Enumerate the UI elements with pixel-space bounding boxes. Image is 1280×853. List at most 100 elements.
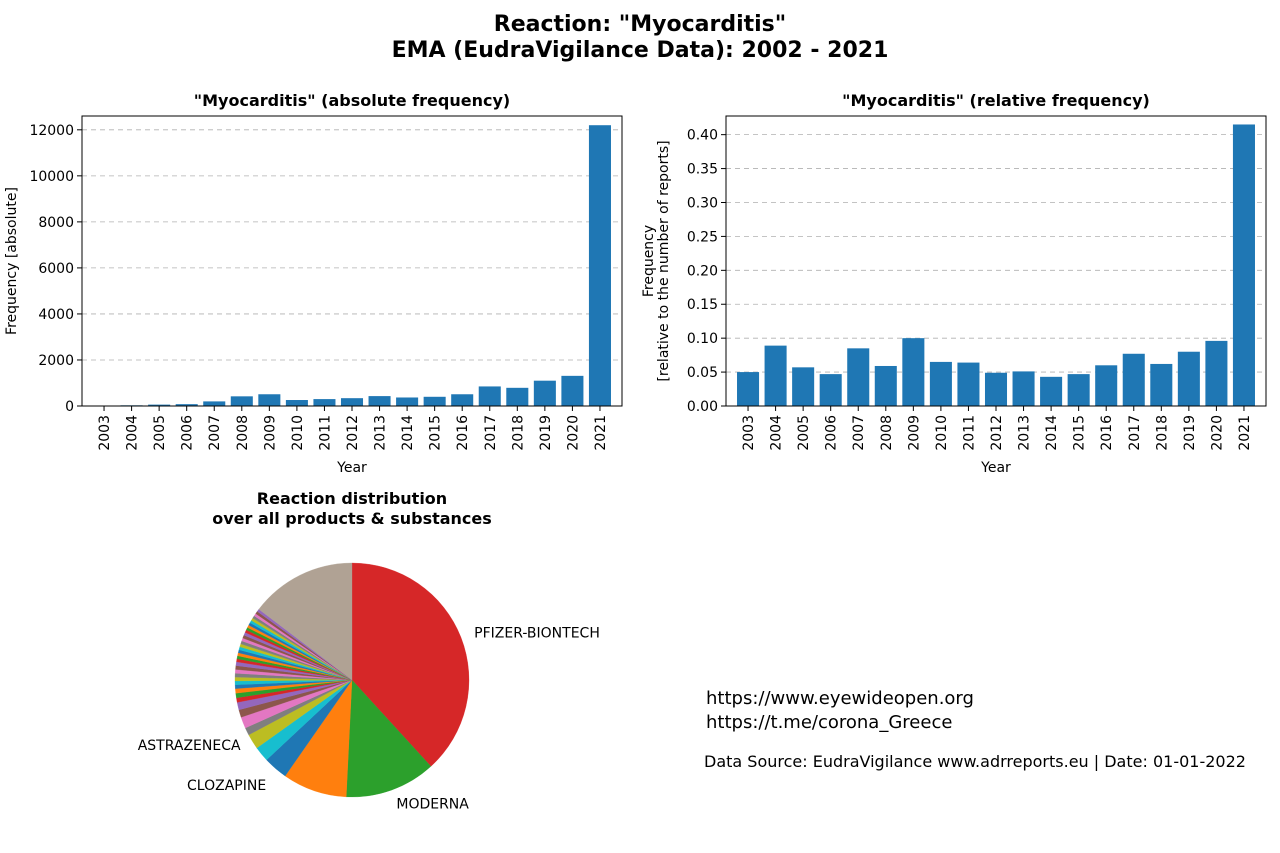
bar-2007 [203,401,226,406]
y-tick-label: 0.30 [687,195,718,211]
x-tick-label: 2021 [1237,415,1253,451]
bar-2020 [1205,340,1228,406]
pie-title-line: Reaction distribution [257,489,447,508]
bar-2020 [561,375,584,406]
bar-2013 [1012,371,1035,406]
bar-2021 [1232,124,1255,407]
pie-slice [258,562,353,681]
y-axis-label-line: Frequency [641,225,657,297]
x-axis-label: Year [336,460,367,476]
y-tick-label: 0.15 [687,297,718,313]
x-tick-label: 2004 [769,415,785,451]
x-tick-label: 2010 [290,415,306,451]
bar-2016 [451,394,474,406]
chart-title: "Myocarditis" (absolute frequency) [194,91,510,110]
y-tick-label: 0.10 [687,331,718,347]
x-axis-label: Year [980,460,1011,476]
y-tick-label: 0.05 [687,365,718,381]
x-tick-label: 2007 [207,415,223,451]
footer-link-telegram[interactable]: https://t.me/corona_Greece [706,712,953,733]
x-tick-label: 2005 [152,415,168,451]
y-tick-label: 0.25 [687,229,718,245]
bar-2012 [340,398,364,406]
bar-2008 [874,365,897,406]
bar-2018 [506,387,529,406]
x-tick-label: 2008 [879,415,895,451]
y-tick-label: 8000 [38,215,74,231]
x-tick-label: 2014 [400,415,416,451]
pie-label: ASTRAZENECA [138,738,241,754]
y-tick-label: 4000 [38,307,74,323]
pie-label: MODERNA [396,796,469,812]
x-tick-label: 2019 [1182,415,1198,451]
bar-2021 [588,125,611,406]
x-tick-label: 2006 [180,415,196,451]
bar-2011 [313,399,336,406]
bar-2007 [847,348,870,406]
y-tick-label: 2000 [38,353,74,369]
bar-2012 [984,372,1008,406]
bar-2018 [1150,363,1173,406]
absolute-frequency-chart: 0 2000 4000 6000 8000 10000 12000 2003 2004 2005 2… [4,91,623,476]
x-tick-label: 2004 [125,415,141,451]
y-axis-label: Frequency [absolute] [4,187,20,335]
footer-link-eyewideopen[interactable]: https://www.eyewideopen.org [706,688,974,709]
x-tick-label: 2020 [1209,415,1225,451]
x-tick-label: 2015 [1072,415,1088,451]
x-tick-label: 2006 [824,415,840,451]
pie-label: CLOZAPINE [187,778,266,794]
bar-2016 [1095,365,1118,406]
relative-frequency-chart: 0.00 0.05 0.10 0.15 0.20 0.25 0.30 0.35 0.40 2003… [641,91,1267,476]
y-tick-label: 0.40 [687,128,718,144]
bar-2011 [957,362,980,406]
pie-label: PFIZER-BIONTECH [474,626,600,642]
main-title-line1: Reaction: "Myocarditis" [493,12,787,37]
x-tick-label: 2018 [510,415,526,451]
bar-2017 [478,386,501,406]
bar-2010 [929,361,952,406]
bar-2014 [396,397,419,406]
footer-data-source: Data Source: EudraVigilance www.adrrepor… [704,752,1246,771]
y-tick-label: 0.00 [687,399,718,415]
x-tick-label: 2016 [1099,415,1115,451]
bar-2019 [533,380,556,406]
chart-title: "Myocarditis" (relative frequency) [842,91,1150,110]
pie-slice-pfizer-biontech [351,562,470,767]
x-tick-label: 2010 [934,415,950,451]
x-tick-label: 2009 [906,415,922,451]
bar-2008 [230,396,253,406]
bar-2003 [737,372,760,406]
x-tick-label: 2003 [97,415,113,451]
y-tick-label: 0.35 [687,162,718,178]
bar-2005 [148,404,171,406]
x-tick-label: 2015 [428,415,444,451]
x-tick-label: 2013 [1017,415,1033,451]
x-tick-label: 2014 [1044,415,1060,451]
x-tick-label: 2005 [796,415,812,451]
x-tick-label: 2020 [565,415,581,451]
x-tick-label: 2011 [961,415,977,451]
x-tick-label: 2009 [262,415,278,451]
x-tick-label: 2013 [373,415,389,451]
bar-2006 [175,404,198,406]
y-axis-label-line: [relative to the number of reports] [656,140,672,381]
bar-2006 [819,374,842,406]
x-tick-label: 2021 [593,415,609,451]
plot-frame [725,115,1267,407]
y-tick-label: 0 [65,399,74,415]
bar-2014 [1040,376,1063,406]
y-tick-label: 12000 [29,123,74,139]
x-tick-label: 2007 [851,415,867,451]
bar-2013 [368,396,391,406]
bar-2019 [1177,351,1200,406]
x-tick-label: 2011 [317,415,333,451]
bar-2015 [1067,374,1090,406]
x-tick-label: 2019 [538,415,554,451]
y-tick-label: 10000 [29,169,74,185]
main-title-line2: EMA (EudraVigilance Data): 2002 - 2021 [391,38,889,63]
x-tick-label: 2017 [1127,415,1143,451]
x-tick-label: 2017 [483,415,499,451]
x-tick-label: 2012 [345,415,361,451]
x-tick-label: 2018 [1154,415,1170,451]
